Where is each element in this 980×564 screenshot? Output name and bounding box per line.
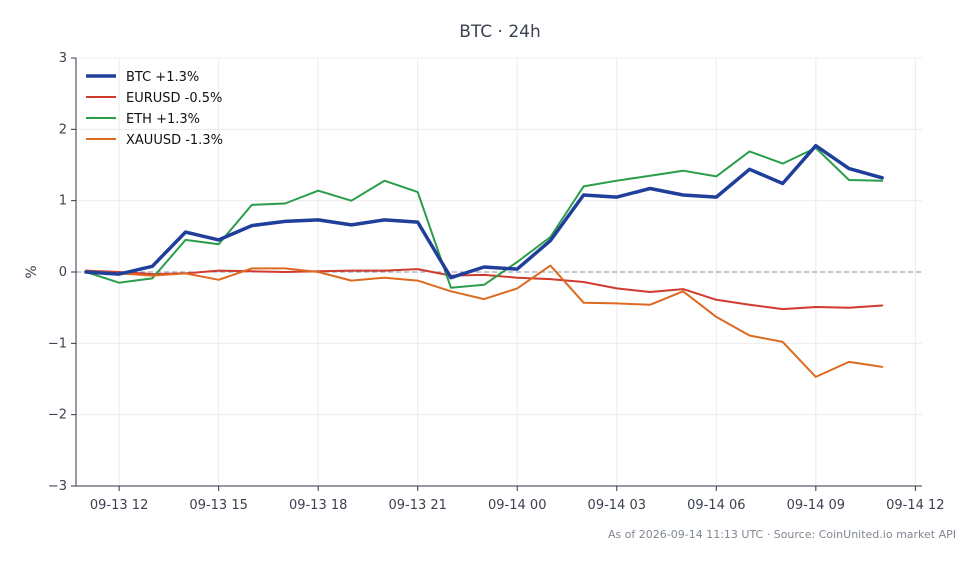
x-tick-label: 09-14 06 <box>687 498 745 513</box>
legend-label-eth: ETH +1.3% <box>126 112 200 127</box>
x-tick-label: 09-13 12 <box>90 498 148 513</box>
y-tick-label: 1 <box>59 194 67 209</box>
axis-ticks: −3 −2 −1 0 1 2 3 09-13 12 09-13 15 09-13 18 09-13 … <box>48 51 945 513</box>
series-line-eurusd <box>85 268 884 311</box>
legend-label-eurusd: EURUSD -0.5% <box>126 91 222 106</box>
y-tick-label: −2 <box>48 408 67 423</box>
y-axis-label: % <box>24 265 40 278</box>
y-tick-label: −3 <box>48 479 67 494</box>
x-tick-label: 09-13 18 <box>289 498 347 513</box>
legend-label-btc: BTC +1.3% <box>126 70 199 85</box>
x-tick-label: 09-14 03 <box>588 498 646 513</box>
legend-label-xauusd: XAUUSD -1.3% <box>126 133 223 148</box>
x-tick-label: 09-14 09 <box>787 498 845 513</box>
y-tick-label: 0 <box>59 265 67 280</box>
x-tick-label: 09-14 12 <box>886 498 944 513</box>
chart-title: BTC · 24h <box>459 22 541 42</box>
x-tick-label: 09-13 21 <box>388 498 446 513</box>
legend: BTC +1.3% EURUSD -0.5% ETH +1.3% XAUUSD -1.… <box>86 70 223 148</box>
y-tick-label: 2 <box>59 122 67 137</box>
series-lines <box>84 143 884 378</box>
series-line-btc <box>84 143 884 280</box>
y-tick-label: −1 <box>48 336 67 351</box>
y-tick-label: 3 <box>59 51 67 66</box>
series-line-eth <box>85 146 884 289</box>
series-line-xauusd <box>85 264 884 378</box>
x-tick-label: 09-14 00 <box>488 498 546 513</box>
footer-note: As of 2026-09-14 11:13 UTC · Source: Coi… <box>608 528 956 541</box>
x-tick-label: 09-13 15 <box>189 498 247 513</box>
